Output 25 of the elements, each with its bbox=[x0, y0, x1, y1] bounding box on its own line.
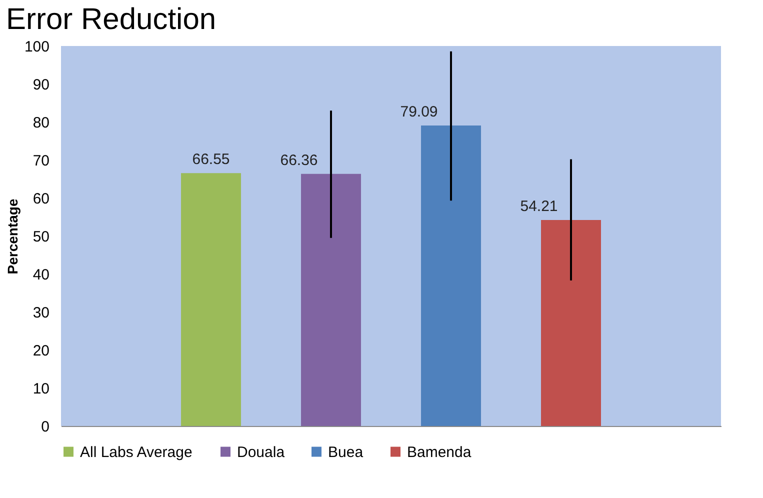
chart-title: Error Reduction bbox=[6, 3, 216, 36]
y-tick-label: 20 bbox=[32, 342, 50, 360]
y-tick-label: 60 bbox=[32, 190, 50, 208]
y-tick-label: 80 bbox=[32, 114, 50, 132]
y-axis-title: Percentage bbox=[4, 198, 20, 274]
data-label: 79.09 bbox=[400, 103, 438, 120]
y-tick-label: 10 bbox=[32, 380, 50, 398]
bar bbox=[301, 174, 361, 426]
y-tick-label: 100 bbox=[24, 38, 50, 56]
y-tick-label: 30 bbox=[32, 304, 50, 322]
y-tick-label: 50 bbox=[32, 228, 50, 246]
data-label: 66.55 bbox=[192, 151, 230, 168]
y-tick-label: 90 bbox=[32, 76, 50, 94]
bar bbox=[181, 173, 241, 426]
bar bbox=[541, 220, 601, 426]
legend-label: All Labs Average bbox=[80, 444, 192, 461]
y-tick-label: 0 bbox=[41, 418, 50, 436]
legend-label: Douala bbox=[237, 444, 286, 461]
bar bbox=[421, 125, 481, 426]
legend-label: Bamenda bbox=[407, 444, 472, 461]
y-tick-label: 70 bbox=[32, 152, 50, 170]
y-tick-label: 40 bbox=[32, 266, 50, 284]
data-label: 66.36 bbox=[280, 152, 318, 169]
legend-label: Buea bbox=[328, 444, 364, 461]
data-label: 54.21 bbox=[520, 198, 558, 215]
